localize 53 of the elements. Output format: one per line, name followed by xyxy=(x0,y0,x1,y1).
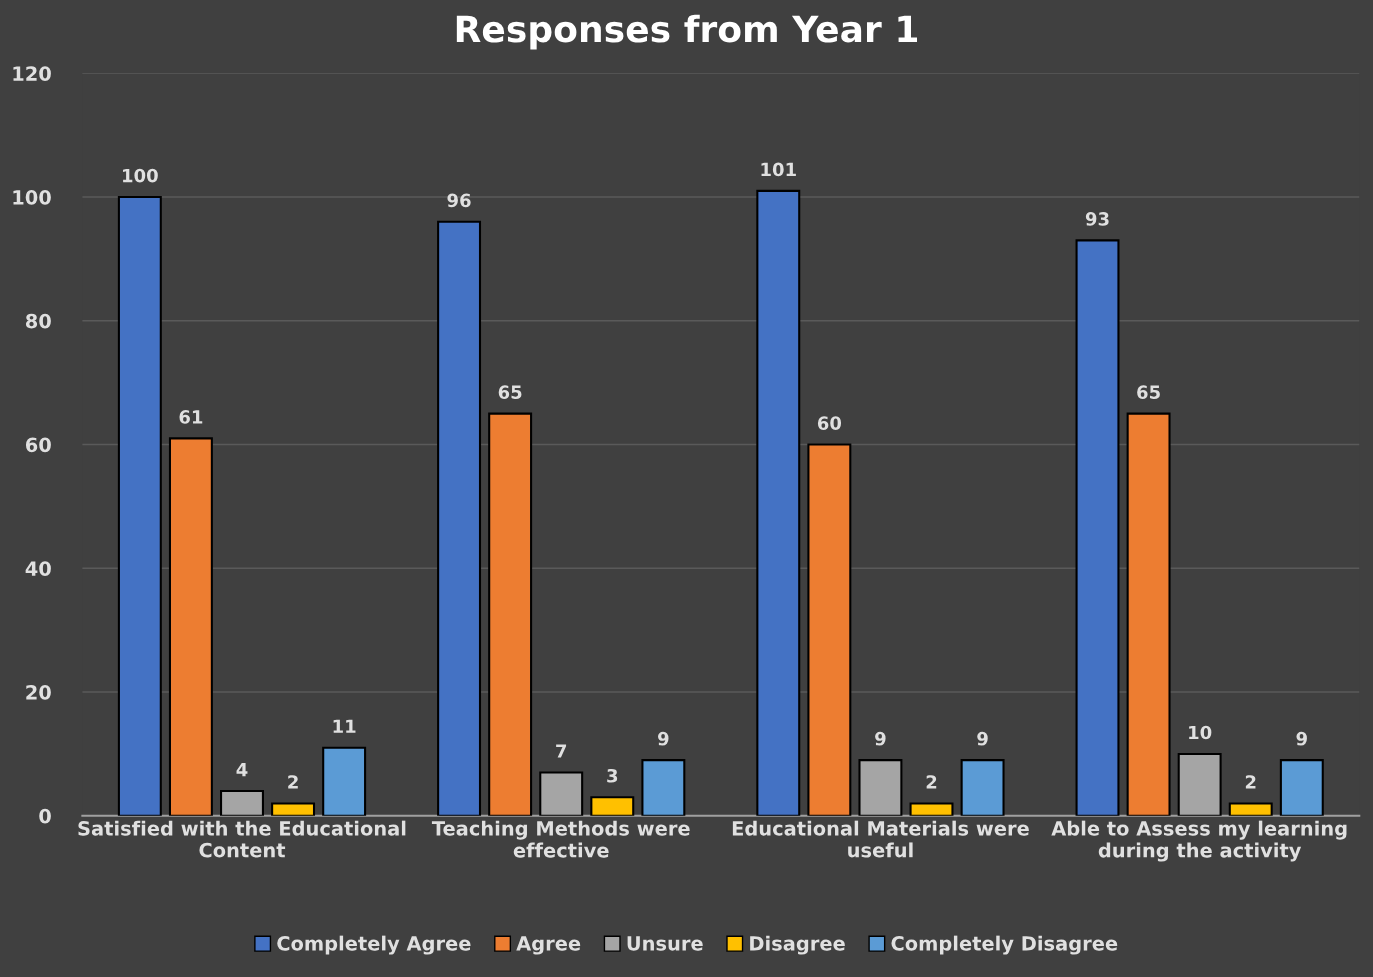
y-tick-label: 20 xyxy=(26,685,51,700)
data-label: 11 xyxy=(333,719,356,733)
data-label: 7 xyxy=(556,744,567,758)
y-tick-label: 40 xyxy=(25,561,51,576)
data-label: 10 xyxy=(1189,725,1212,740)
bar xyxy=(1126,412,1171,816)
data-label: 9 xyxy=(875,731,886,746)
bar xyxy=(590,796,635,816)
data-label: 2 xyxy=(926,775,937,789)
bar xyxy=(322,746,367,816)
y-tick-label: 80 xyxy=(25,313,51,329)
data-label: 101 xyxy=(761,162,796,177)
data-label: 9 xyxy=(1296,731,1307,746)
y-tick-label: 100 xyxy=(13,189,51,205)
data-label: 93 xyxy=(1085,212,1109,226)
x-tick-label: Satisfied with the Educational Content xyxy=(78,820,406,858)
bar xyxy=(641,759,686,816)
legend-label: Completely Disagree xyxy=(891,935,1118,955)
bar xyxy=(1228,802,1273,816)
x-tick-label: Educational Materials were useful xyxy=(732,820,1029,858)
data-label: 3 xyxy=(607,768,618,783)
bar xyxy=(437,220,482,816)
bar xyxy=(117,195,162,816)
y-tick-label: 0 xyxy=(39,808,51,824)
data-label: 4 xyxy=(236,763,248,777)
data-label: 2 xyxy=(1245,775,1256,789)
data-label: 100 xyxy=(123,168,158,183)
data-label: 65 xyxy=(498,385,522,399)
data-label: 9 xyxy=(658,731,669,746)
data-label: 61 xyxy=(179,410,203,424)
legend-label: Unsure xyxy=(627,936,703,951)
data-label: 65 xyxy=(1137,385,1160,399)
bar xyxy=(807,443,852,816)
data-label: 60 xyxy=(817,416,842,430)
bar xyxy=(756,189,801,816)
legend-label: Disagree xyxy=(750,935,845,955)
bar xyxy=(168,437,213,816)
legend-label: Agree xyxy=(516,936,581,955)
legend-label: Completely Agree xyxy=(277,935,471,955)
bar xyxy=(271,802,316,816)
chart-title: Responses from Year 1 xyxy=(456,14,917,50)
bar xyxy=(488,412,533,816)
bar xyxy=(1279,759,1324,816)
bar xyxy=(1075,239,1120,816)
data-label: 96 xyxy=(447,193,471,208)
y-tick-label: 60 xyxy=(25,437,51,453)
x-tick-label: Teaching Methods were effective xyxy=(431,820,690,858)
x-tick-label: Able to Assess my learning during the activity xyxy=(1051,820,1347,862)
data-label: 2 xyxy=(288,775,298,789)
bar xyxy=(909,802,954,816)
data-label: 9 xyxy=(977,731,988,746)
bar xyxy=(960,759,1005,816)
y-tick-label: 120 xyxy=(13,66,51,81)
